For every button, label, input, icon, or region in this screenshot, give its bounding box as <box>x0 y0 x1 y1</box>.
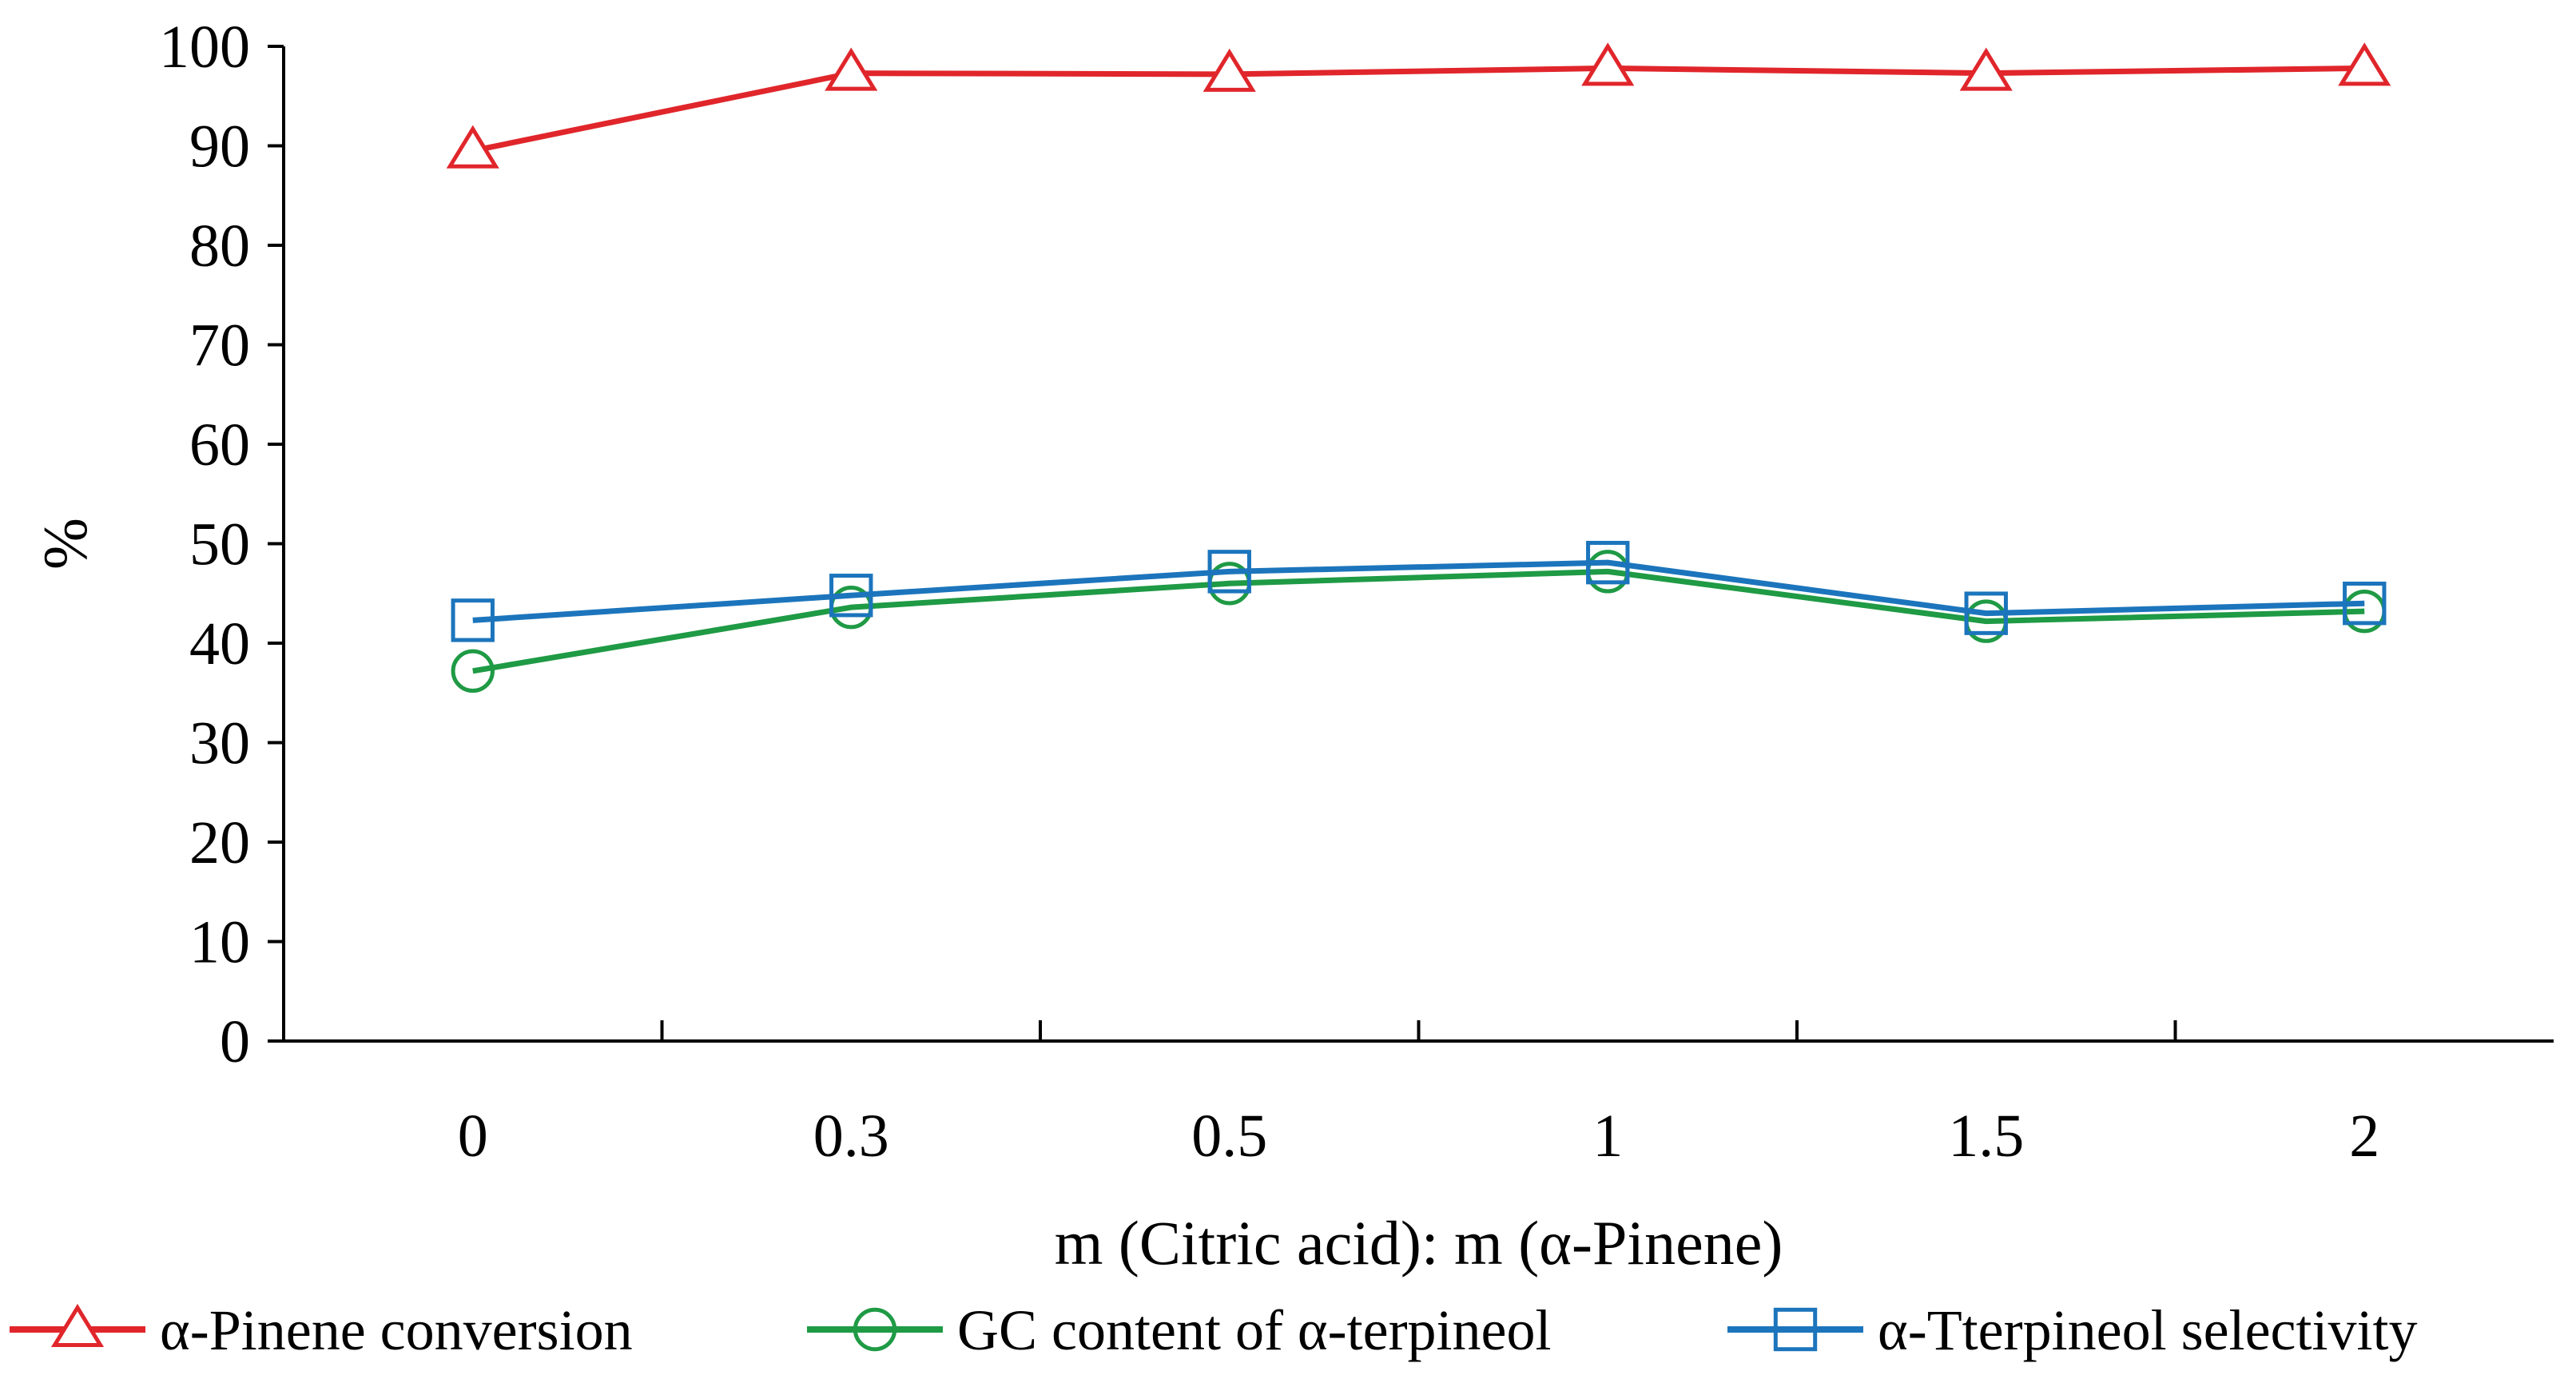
x-tick-label: 1.5 <box>1948 1103 2024 1170</box>
legend-marker-icon <box>1773 1307 1818 1352</box>
x-tick-label: 1 <box>1592 1103 1623 1170</box>
legend: α-Pinene conversion GC content of α-terpi… <box>10 1298 2418 1362</box>
y-tick-label: 30 <box>189 710 250 777</box>
legend-label: GC content of α-terpineol <box>957 1298 1552 1362</box>
series-line <box>472 568 2365 674</box>
x-tick-label: 0.3 <box>813 1103 889 1170</box>
legend-marker-icon <box>853 1307 897 1352</box>
data-point <box>451 649 495 693</box>
y-axis-title: % <box>30 518 100 570</box>
y-tick-label: 50 <box>189 511 250 578</box>
legend-label: α-Pinene conversion <box>160 1298 633 1362</box>
x-axis-tick-labels: 0 0.3 0.5 1 1.5 2 <box>458 1103 2380 1170</box>
x-axis-title: m (Citric acid): m (α-Pinene) <box>1055 1208 1783 1278</box>
series-line <box>472 65 2365 154</box>
x-axis-ticks <box>660 1020 2177 1039</box>
data-point <box>825 47 878 91</box>
y-tick-label: 90 <box>189 113 250 181</box>
data-point <box>451 598 495 642</box>
x-tick-label: 0.5 <box>1191 1103 1267 1170</box>
y-axis-tick-labels: 0 10 20 30 40 50 60 70 80 90 100 <box>159 14 250 1075</box>
legend-item: GC content of α-terpineol <box>807 1298 1552 1362</box>
y-tick-label: 40 <box>189 610 250 678</box>
x-tick-label: 0 <box>458 1103 488 1170</box>
y-tick-label: 10 <box>189 909 250 976</box>
data-point <box>1959 47 2013 91</box>
series-layer <box>446 42 2391 693</box>
series-line <box>472 559 2365 623</box>
data-point <box>1203 48 1256 92</box>
legend-item: α-Pinene conversion <box>10 1298 633 1362</box>
series-1 <box>451 550 2387 693</box>
y-tick-label: 60 <box>189 411 250 479</box>
legend-item: α-Tterpineol selectivity <box>1727 1298 2418 1362</box>
x-tick-label: 2 <box>2349 1103 2379 1170</box>
series-0 <box>446 42 2391 169</box>
data-point <box>446 125 499 169</box>
data-point <box>1581 42 1635 86</box>
data-point <box>1964 591 2008 635</box>
data-point <box>1207 550 1251 594</box>
data-point <box>2338 42 2391 86</box>
y-tick-label: 70 <box>189 312 250 380</box>
data-point <box>2343 582 2387 626</box>
data-point <box>829 574 873 618</box>
legend-marker-icon <box>50 1303 105 1347</box>
series-2 <box>451 540 2387 642</box>
y-axis-ticks <box>268 45 284 1043</box>
y-tick-label: 100 <box>159 14 250 81</box>
y-tick-label: 0 <box>220 1008 250 1075</box>
legend-label: α-Tterpineol selectivity <box>1878 1298 2418 1362</box>
y-tick-label: 20 <box>189 809 250 876</box>
y-tick-label: 80 <box>189 213 250 280</box>
data-point <box>1586 540 1630 585</box>
